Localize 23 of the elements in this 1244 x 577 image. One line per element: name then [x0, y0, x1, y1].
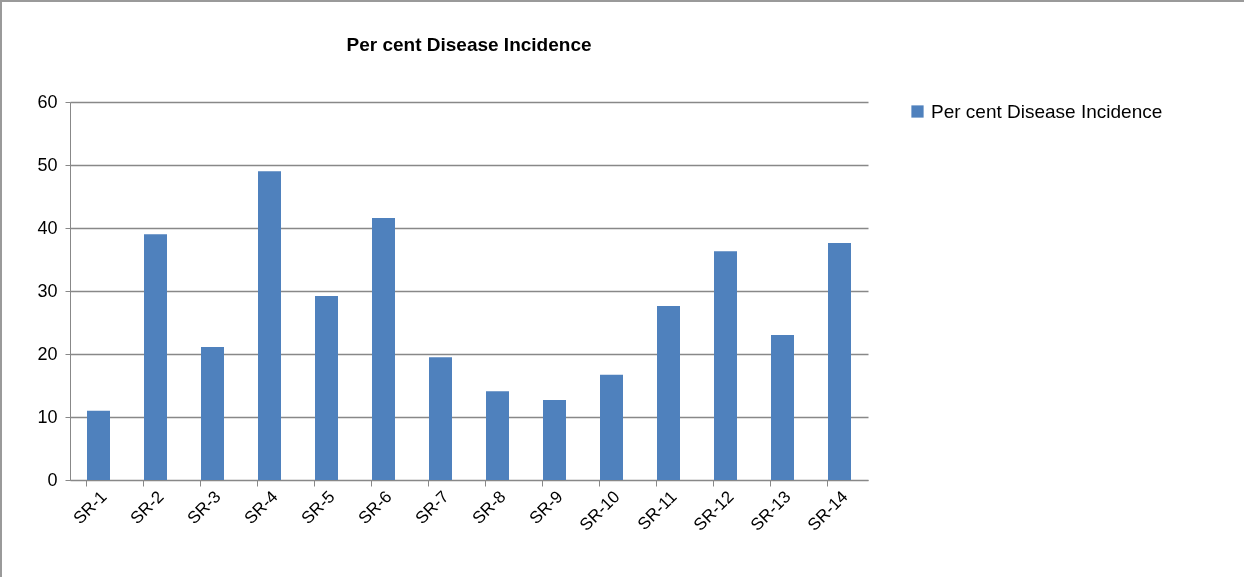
bar — [87, 410, 110, 480]
bar — [714, 251, 737, 480]
bar — [429, 357, 452, 480]
bar — [258, 171, 281, 480]
bar — [201, 347, 224, 480]
y-tick-label: 0 — [47, 469, 58, 490]
legend-label: Per cent Disease Incidence — [931, 100, 1163, 122]
y-tick-label: 50 — [37, 154, 58, 175]
y-tick-label: 30 — [37, 280, 58, 301]
y-tick-label: 60 — [37, 91, 58, 112]
bar — [486, 391, 509, 480]
bar — [828, 243, 851, 480]
bar — [657, 306, 680, 480]
bar — [144, 234, 167, 480]
bar — [315, 296, 338, 480]
bar — [771, 335, 794, 480]
y-tick-label: 20 — [37, 343, 58, 364]
y-tick-label: 40 — [37, 217, 58, 238]
bar — [543, 399, 566, 480]
bar — [372, 217, 395, 480]
y-tick-label: 10 — [37, 406, 58, 427]
bar — [600, 374, 623, 480]
chart-title: Per cent Disease Incidence — [346, 34, 592, 55]
